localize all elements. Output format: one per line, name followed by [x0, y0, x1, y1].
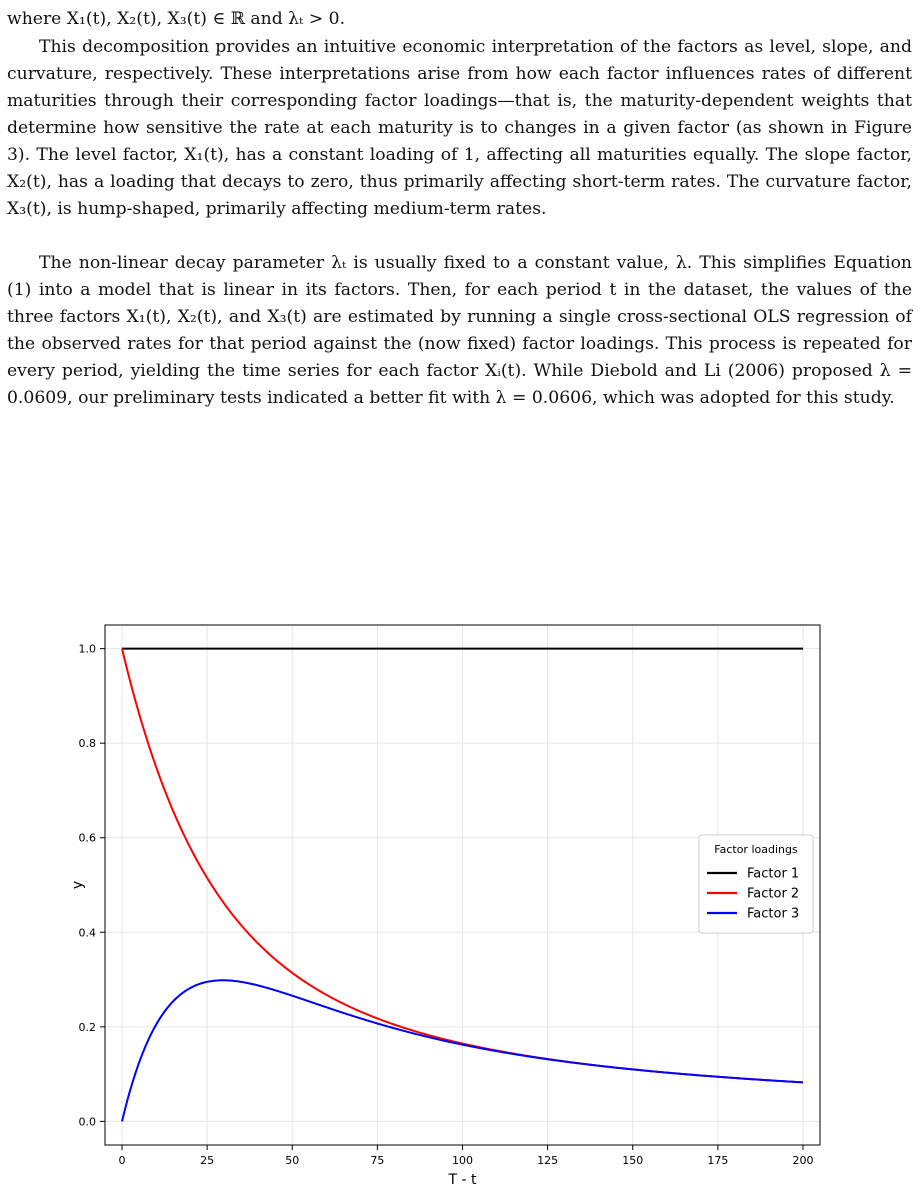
paragraph-factor-interpretation: This decomposition provides an intuitive…: [7, 37, 912, 219]
y-tick-label-5: 1.0: [79, 643, 97, 656]
paragraph-decay-parameter: The non-linear decay parameter λₜ is usu…: [7, 253, 912, 408]
x-tick-label-5: 125: [537, 1154, 558, 1167]
series-line-factor-3: [121, 979, 804, 1122]
x-tick-label-4: 100: [452, 1154, 473, 1167]
legend-title: Factor loadings: [714, 843, 798, 856]
legend-box: [698, 834, 814, 934]
legend-label-2: Factor 2: [747, 887, 799, 902]
y-tick-label-3: 0.6: [79, 832, 97, 845]
x-tick-label-6: 150: [622, 1154, 643, 1167]
figure-factor-loadings: 0 25 50 75 100 125 150 175 200 0.0 0.2 0.4 0.6 0.8 1.0…: [0, 600, 920, 1193]
x-tick-label-2: 50: [285, 1154, 299, 1167]
y-tick-label-4: 0.8: [79, 737, 97, 750]
y-tick-label-0: 0.0: [79, 1115, 97, 1128]
y-tick-label-1: 0.2: [79, 1021, 97, 1034]
y-tick-label-2: 0.4: [79, 926, 97, 939]
legend-label-3: Factor 3: [747, 907, 799, 922]
equation-conditions: where X₁(t), X₂(t), X₃(t) ∈ ℝ and λₜ > 0…: [7, 9, 346, 29]
x-tick-label-3: 75: [370, 1154, 384, 1167]
x-axis-label: T - t: [448, 1172, 478, 1188]
x-tick-label-0: 0: [119, 1154, 126, 1167]
legend-label-1: Factor 1: [747, 867, 799, 882]
x-tick-label-7: 175: [707, 1154, 728, 1167]
y-axis-label: y: [70, 881, 86, 889]
factor-loadings-chart: 0 25 50 75 100 125 150 175 200 0.0 0.2 0.4 0.6 0.8 1.0…: [70, 624, 821, 1188]
x-tick-label-8: 200: [792, 1154, 813, 1167]
x-tick-label-1: 25: [200, 1154, 214, 1167]
